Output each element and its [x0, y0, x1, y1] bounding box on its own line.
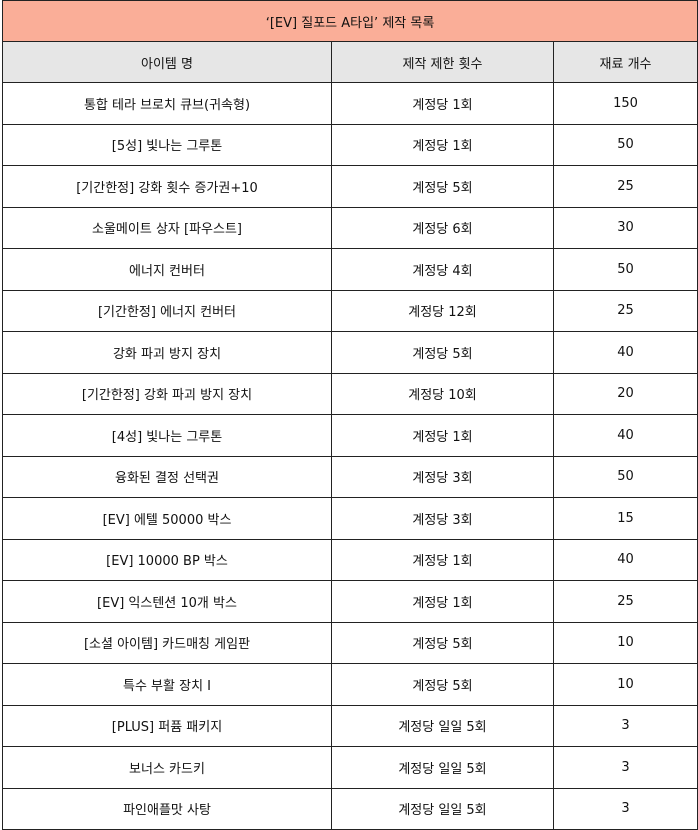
- table-row: 통합 테라 브로치 큐브(귀속형) 계정당 1회 150: [2, 82, 698, 125]
- material-count-cell: 10: [552, 621, 698, 664]
- material-count-cell: 3: [552, 704, 698, 747]
- material-count-cell: 40: [552, 414, 698, 457]
- item-name-cell: 특수 부활 장치 I: [2, 663, 332, 706]
- item-name-cell: 파인애플맛 사탕: [2, 787, 332, 830]
- item-name-cell: 보너스 카드키: [2, 746, 332, 789]
- material-count-cell: 30: [552, 206, 698, 249]
- item-name-cell: [PLUS] 퍼퓸 패키지: [2, 704, 332, 747]
- table-row: [기간한정] 에너지 컨버터 계정당 12회 25: [2, 289, 698, 332]
- material-count-cell: 15: [552, 497, 698, 540]
- item-name-cell: [기간한정] 강화 파괴 방지 장치: [2, 372, 332, 415]
- header-craft-limit: 제작 제한 횟수: [331, 41, 554, 83]
- item-name-cell: 통합 테라 브로치 큐브(귀속형): [2, 82, 332, 125]
- craft-limit-cell: 계정당 1회: [331, 414, 554, 457]
- item-name-cell: 강화 파괴 방지 장치: [2, 331, 332, 374]
- item-name-cell: 에너지 컨버터: [2, 248, 332, 291]
- craft-limit-cell: 계정당 일일 5회: [331, 787, 554, 830]
- craft-limit-cell: 계정당 1회: [331, 580, 554, 623]
- table-row: [EV] 10000 BP 박스 계정당 1회 40: [2, 538, 698, 581]
- item-name-cell: [EV] 에텔 50000 박스: [2, 497, 332, 540]
- craft-limit-cell: 계정당 4회: [331, 248, 554, 291]
- material-count-cell: 3: [552, 787, 698, 830]
- table-row: [기간한정] 강화 횟수 증가권+10 계정당 5회 25: [2, 165, 698, 208]
- table-row: [소셜 아이템] 카드매칭 게임판 계정당 5회 10: [2, 621, 698, 664]
- table-row: [EV] 익스텐션 10개 박스 계정당 1회 25: [2, 580, 698, 623]
- table-row: [EV] 에텔 50000 박스 계정당 3회 15: [2, 497, 698, 540]
- header-item-name: 아이템 명: [2, 41, 332, 83]
- item-name-cell: [EV] 10000 BP 박스: [2, 538, 332, 581]
- craft-limit-cell: 계정당 5회: [331, 663, 554, 706]
- craft-limit-cell: 계정당 10회: [331, 372, 554, 415]
- item-name-cell: [EV] 익스텐션 10개 박스: [2, 580, 332, 623]
- material-count-cell: 10: [552, 663, 698, 706]
- material-count-cell: 3: [552, 746, 698, 789]
- material-count-cell: 25: [552, 580, 698, 623]
- table-row: 특수 부활 장치 I 계정당 5회 10: [2, 663, 698, 706]
- craft-limit-cell: 계정당 3회: [331, 497, 554, 540]
- header-material-count: 재료 개수: [552, 41, 698, 83]
- item-name-cell: 소울메이트 상자 [파우스트]: [2, 206, 332, 249]
- table-title-row: ‘[EV] 질포드 A타입’ 제작 목록: [1, 0, 698, 42]
- table-row: 파인애플맛 사탕 계정당 일일 5회 3: [2, 787, 698, 830]
- material-count-cell: 50: [552, 455, 698, 498]
- craft-limit-cell: 계정당 3회: [331, 455, 554, 498]
- material-count-cell: 40: [552, 331, 698, 374]
- item-name-cell: [기간한정] 에너지 컨버터: [2, 289, 332, 332]
- table-header-row: 아이템 명 제작 제한 횟수 재료 개수: [2, 41, 698, 83]
- craft-limit-cell: 계정당 5회: [331, 621, 554, 664]
- table-row: 강화 파괴 방지 장치 계정당 5회 40: [2, 331, 698, 374]
- table-row: [5성] 빛나는 그루톤 계정당 1회 50: [2, 123, 698, 166]
- table-row: 에너지 컨버터 계정당 4회 50: [2, 248, 698, 291]
- item-name-cell: [5성] 빛나는 그루톤: [2, 123, 332, 166]
- table-row: 소울메이트 상자 [파우스트] 계정당 6회 30: [2, 206, 698, 249]
- item-name-cell: 융화된 결정 선택권: [2, 455, 332, 498]
- craft-limit-cell: 계정당 일일 5회: [331, 704, 554, 747]
- material-count-cell: 25: [552, 165, 698, 208]
- item-name-cell: [소셜 아이템] 카드매칭 게임판: [2, 621, 332, 664]
- craft-limit-cell: 계정당 6회: [331, 206, 554, 249]
- craft-limit-cell: 계정당 일일 5회: [331, 746, 554, 789]
- table-title: ‘[EV] 질포드 A타입’ 제작 목록: [1, 0, 698, 42]
- material-count-cell: 25: [552, 289, 698, 332]
- item-name-cell: [4성] 빛나는 그루톤: [2, 414, 332, 457]
- material-count-cell: 40: [552, 538, 698, 581]
- item-name-cell: [기간한정] 강화 횟수 증가권+10: [2, 165, 332, 208]
- craft-limit-cell: 계정당 12회: [331, 289, 554, 332]
- table-row: 보너스 카드키 계정당 일일 5회 3: [2, 746, 698, 789]
- material-count-cell: 50: [552, 123, 698, 166]
- table-row: [PLUS] 퍼퓸 패키지 계정당 일일 5회 3: [2, 704, 698, 747]
- material-count-cell: 150: [552, 82, 698, 125]
- craft-limit-cell: 계정당 5회: [331, 165, 554, 208]
- table-row: 융화된 결정 선택권 계정당 3회 50: [2, 455, 698, 498]
- craft-limit-cell: 계정당 5회: [331, 331, 554, 374]
- craft-limit-cell: 계정당 1회: [331, 82, 554, 125]
- craft-limit-cell: 계정당 1회: [331, 538, 554, 581]
- table-row: [4성] 빛나는 그루톤 계정당 1회 40: [2, 414, 698, 457]
- material-count-cell: 20: [552, 372, 698, 415]
- material-count-cell: 50: [552, 248, 698, 291]
- table-row: [기간한정] 강화 파괴 방지 장치 계정당 10회 20: [2, 372, 698, 415]
- craft-limit-cell: 계정당 1회: [331, 123, 554, 166]
